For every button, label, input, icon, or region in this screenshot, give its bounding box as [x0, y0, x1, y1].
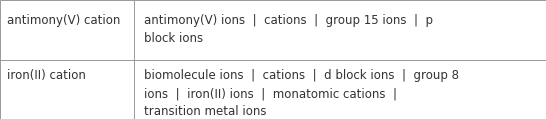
Text: antimony(V) ions  |  cations  |  group 15 ions  |  p
block ions: antimony(V) ions | cations | group 15 io…	[144, 14, 432, 45]
Text: antimony(V) cation: antimony(V) cation	[7, 14, 121, 27]
Text: biomolecule ions  |  cations  |  d block ions  |  group 8
ions  |  iron(II) ions: biomolecule ions | cations | d block ion…	[144, 69, 459, 118]
Text: iron(II) cation: iron(II) cation	[7, 69, 86, 82]
